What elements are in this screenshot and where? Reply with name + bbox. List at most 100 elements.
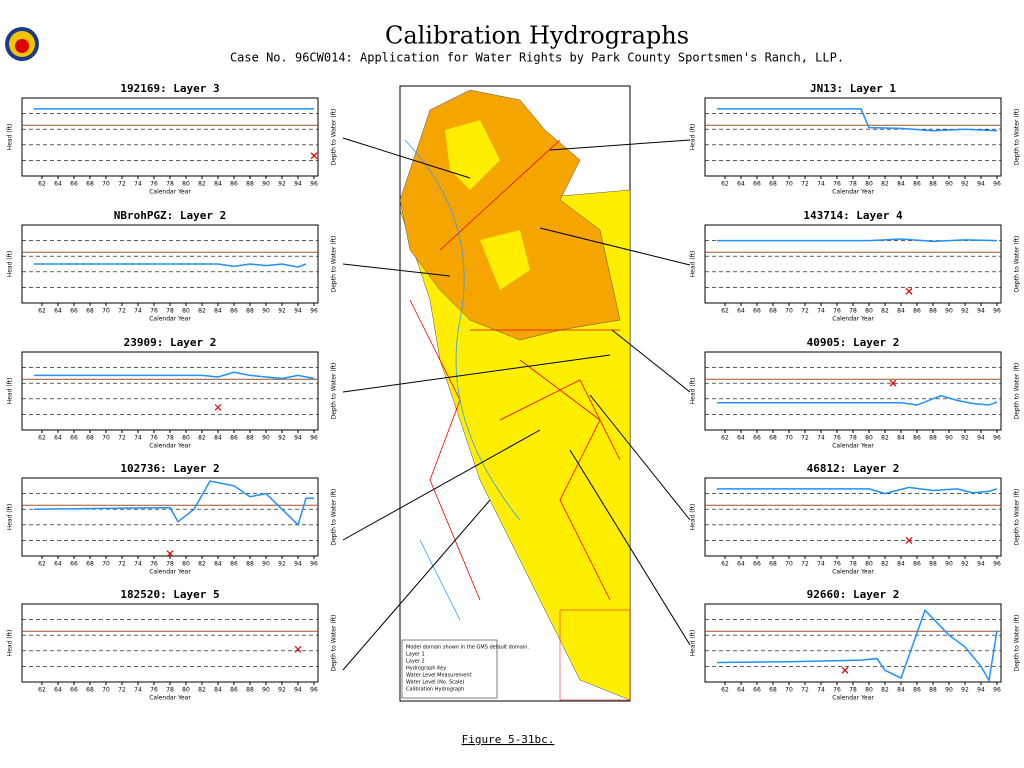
x-axis-label: Calendar Year xyxy=(832,189,874,196)
hydrograph: 182520: Layer 5 62 64 66 68 70 72 74 76 78 80 82 84 8… xyxy=(7,588,338,702)
x-tick-label: 90 xyxy=(945,181,953,188)
x-tick-label: 90 xyxy=(945,435,953,442)
x-tick-label: 88 xyxy=(246,561,254,568)
x-tick-label: 88 xyxy=(246,308,254,315)
measurement xyxy=(214,403,222,411)
map-key-item: Calibration Hydrograph xyxy=(406,687,464,693)
x-tick-label: 94 xyxy=(977,561,985,568)
x-tick-label: 72 xyxy=(801,435,809,442)
x-tick-label: 74 xyxy=(817,561,825,568)
chart-title: NBrohPGZ: Layer 2 xyxy=(114,209,227,222)
x-tick-label: 86 xyxy=(230,181,238,188)
calibration-line xyxy=(717,108,998,132)
x-tick-label: 76 xyxy=(833,435,841,442)
y2-axis-label: Depth to Water (ft) xyxy=(1014,109,1021,166)
y2-axis-label: Depth to Water (ft) xyxy=(1014,236,1021,293)
chart-title: 23909: Layer 2 xyxy=(124,336,217,349)
x-tick-label: 84 xyxy=(214,181,222,188)
x-tick-label: 66 xyxy=(753,435,761,442)
plot-area xyxy=(21,97,319,177)
plot-area xyxy=(21,603,319,683)
x-tick-label: 88 xyxy=(929,181,937,188)
y2-axis-label: Depth to Water (ft) xyxy=(331,236,338,293)
plot-area xyxy=(704,224,1002,304)
y-axis-label: Head (ft) xyxy=(7,124,14,151)
y-axis-label: Head (ft) xyxy=(7,630,14,657)
x-tick-label: 90 xyxy=(262,435,270,442)
x-tick-label: 82 xyxy=(198,435,206,442)
y2-axis-label: Depth to Water (ft) xyxy=(1014,363,1021,420)
x-tick-label: 80 xyxy=(182,181,190,188)
y-axis-label: Head (ft) xyxy=(690,504,697,531)
y2-axis-label: Depth to Water (ft) xyxy=(331,363,338,420)
x-tick-label: 70 xyxy=(102,435,110,442)
x-tick-label: 82 xyxy=(198,687,206,694)
y-axis-label: Head (ft) xyxy=(690,251,697,278)
x-tick-label: 70 xyxy=(785,435,793,442)
chart-title: JN13: Layer 1 xyxy=(810,82,896,95)
y2-axis-label: Depth to Water (ft) xyxy=(331,615,338,672)
title: Calibration Hydrographs xyxy=(385,22,689,50)
y2-axis-label: Depth to Water (ft) xyxy=(1014,615,1021,672)
x-tick-label: 80 xyxy=(865,687,873,694)
x-tick-label: 86 xyxy=(913,435,921,442)
x-tick-label: 86 xyxy=(913,687,921,694)
x-tick-label: 62 xyxy=(721,181,729,188)
x-tick-label: 96 xyxy=(310,561,318,568)
x-tick-label: 96 xyxy=(310,308,318,315)
caption: Figure 5-31bc. xyxy=(462,733,555,746)
y-axis-label: Head (ft) xyxy=(690,124,697,151)
x-tick-label: 68 xyxy=(86,308,94,315)
x-tick-label: 80 xyxy=(865,181,873,188)
x-tick-label: 96 xyxy=(993,308,1001,315)
x-tick-label: 82 xyxy=(198,181,206,188)
x-tick-label: 96 xyxy=(993,687,1001,694)
x-tick-label: 84 xyxy=(897,308,905,315)
x-tick-label: 92 xyxy=(961,435,969,442)
x-tick-label: 68 xyxy=(86,687,94,694)
x-tick-label: 70 xyxy=(102,561,110,568)
x-tick-label: 78 xyxy=(166,435,174,442)
calibration-line xyxy=(716,608,998,683)
x-tick-label: 92 xyxy=(961,561,969,568)
x-tick-label: 74 xyxy=(817,435,825,442)
x-tick-label: 62 xyxy=(38,181,46,188)
map-key-item: Model domain shown in the GMS default do… xyxy=(406,645,529,651)
x-tick-label: 70 xyxy=(102,308,110,315)
x-tick-label: 86 xyxy=(913,308,921,315)
x-tick-label: 62 xyxy=(38,561,46,568)
x-tick-label: 66 xyxy=(70,687,78,694)
x-tick-label: 82 xyxy=(881,181,889,188)
x-tick-label: 84 xyxy=(214,308,222,315)
y-axis-label: Head (ft) xyxy=(690,630,697,657)
x-axis-label: Calendar Year xyxy=(832,569,874,576)
x-tick-label: 64 xyxy=(54,687,62,694)
x-tick-label: 88 xyxy=(246,181,254,188)
x-tick-label: 64 xyxy=(737,181,745,188)
x-tick-label: 76 xyxy=(150,181,158,188)
x-tick-label: 96 xyxy=(310,435,318,442)
y-axis-label: Head (ft) xyxy=(7,251,14,278)
x-tick-label: 66 xyxy=(753,687,761,694)
x-tick-label: 68 xyxy=(769,308,777,315)
x-tick-label: 80 xyxy=(182,435,190,442)
x-tick-label: 72 xyxy=(118,181,126,188)
x-tick-label: 78 xyxy=(166,561,174,568)
x-tick-label: 64 xyxy=(54,308,62,315)
x-tick-label: 70 xyxy=(785,687,793,694)
x-axis-label: Calendar Year xyxy=(832,695,874,702)
x-tick-label: 66 xyxy=(753,181,761,188)
x-axis-label: Calendar Year xyxy=(149,569,191,576)
x-tick-label: 74 xyxy=(134,687,142,694)
calibration-line xyxy=(717,394,998,406)
x-tick-label: 72 xyxy=(801,561,809,568)
x-tick-label: 82 xyxy=(881,561,889,568)
hydrograph: 92660: Layer 2 62 64 66 68 70 72 74 76 78 80 82 84 86… xyxy=(690,588,1021,702)
x-tick-label: 62 xyxy=(721,308,729,315)
chart-title: 40905: Layer 2 xyxy=(807,336,900,349)
x-tick-label: 94 xyxy=(977,687,985,694)
x-tick-label: 92 xyxy=(961,687,969,694)
x-axis-label: Calendar Year xyxy=(149,443,191,450)
x-tick-label: 96 xyxy=(993,181,1001,188)
